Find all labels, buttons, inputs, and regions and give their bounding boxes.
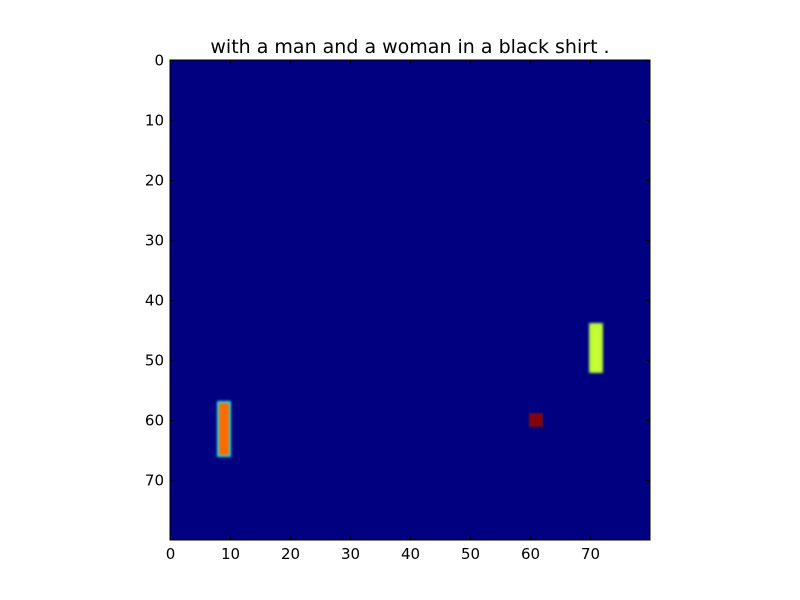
x-tick-label: 60: [521, 545, 540, 563]
y-tick-label: 30: [145, 232, 164, 250]
plot-area: [170, 60, 650, 540]
x-tick-label: 20: [281, 545, 300, 563]
heatmap-blob-core: [219, 403, 229, 455]
x-tick-label: 0: [166, 545, 176, 563]
y-tick-label: 70: [145, 472, 164, 490]
y-tick-label: 10: [145, 112, 164, 130]
x-tick-label: 30: [341, 545, 360, 563]
y-tick-label: 50: [145, 352, 164, 370]
heatmap-blob-left-bar: [217, 401, 231, 457]
y-tick-label: 0: [154, 52, 164, 70]
heatmap-blob-small-dot: [529, 413, 543, 427]
axes: 0 10 20 30 40 50 60 70 0 10 20 30 40 50 60 70: [145, 52, 651, 563]
x-tick-label: 70: [581, 545, 600, 563]
y-tick-label: 40: [145, 292, 164, 310]
x-tick-label: 40: [401, 545, 420, 563]
chart-title: with a man and a woman in a black shirt …: [210, 36, 610, 58]
heatmap-background: [170, 60, 650, 540]
x-tick-label: 10: [221, 545, 240, 563]
heatmap-blob-core: [591, 325, 601, 371]
y-tick-label: 60: [145, 412, 164, 430]
heatmap-blob-core: [531, 415, 541, 425]
x-tick-label: 50: [461, 545, 480, 563]
y-tick-label: 20: [145, 172, 164, 190]
heatmap-blob-right-bar: [589, 323, 603, 373]
